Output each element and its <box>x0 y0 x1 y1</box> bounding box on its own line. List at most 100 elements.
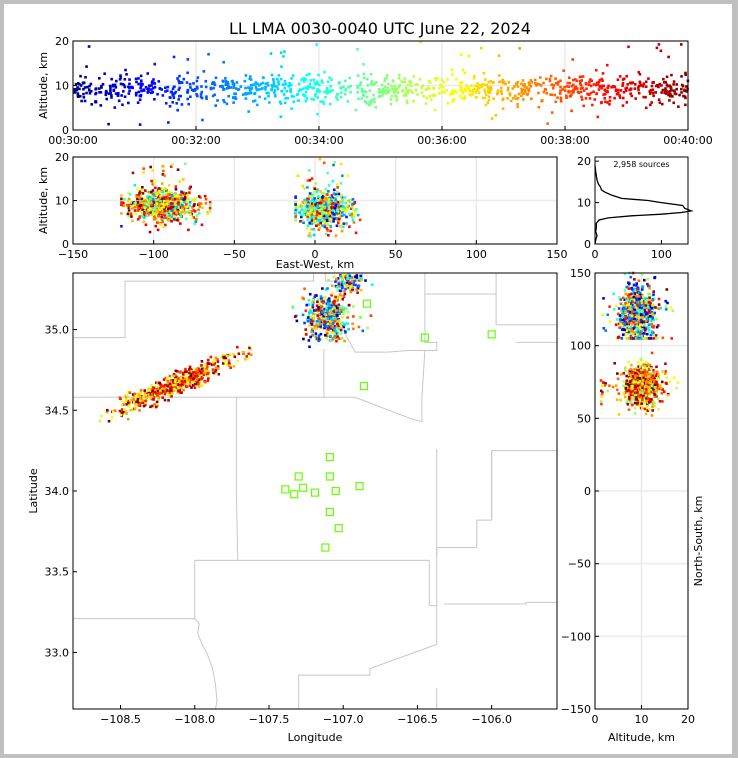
time-height-source <box>185 81 189 84</box>
time-height-source <box>508 93 512 97</box>
ew-height-source <box>186 197 190 200</box>
time-height-source <box>537 105 541 109</box>
time-height-source <box>94 100 98 104</box>
time-height-source <box>540 99 543 103</box>
ns-height-source <box>653 275 657 279</box>
time-height-source <box>273 93 277 97</box>
ns-height-source <box>638 383 642 386</box>
ns-height-source <box>640 402 643 405</box>
ns-height-source <box>635 299 639 303</box>
time-height-source <box>108 84 112 88</box>
ew-height-source <box>340 194 343 197</box>
plan-view-source <box>328 308 332 311</box>
ns-height-source <box>619 321 622 325</box>
time-height-source <box>425 96 428 100</box>
ns-height-source <box>645 393 648 397</box>
ew-height-source <box>318 207 322 210</box>
ew-height-source <box>197 212 201 215</box>
plan-view-source <box>318 317 321 321</box>
time-height-source <box>314 82 317 86</box>
plan-view-source <box>170 395 173 398</box>
time-height-source <box>292 95 295 98</box>
ns-height-source <box>640 273 644 277</box>
time-height-source <box>672 89 676 93</box>
time-height-source <box>637 88 640 92</box>
ew-height-source <box>142 171 145 174</box>
time-height-source <box>384 89 388 92</box>
ns-height-source <box>644 390 648 394</box>
plan-view-source <box>339 274 342 277</box>
plan-view-source <box>351 322 354 326</box>
ew-height-source <box>331 202 335 206</box>
plan-view-source <box>144 399 148 402</box>
ew-height-source <box>127 197 131 201</box>
plan-view-source <box>324 313 327 316</box>
ns-height-source <box>638 297 641 301</box>
ew-height-source <box>185 200 188 203</box>
ew-height-source <box>329 213 332 216</box>
ns-height-source <box>668 380 672 383</box>
time-height-source <box>603 92 607 96</box>
time-height-source <box>249 84 253 87</box>
ew-height-source <box>140 213 144 217</box>
plan-view-source <box>135 400 138 404</box>
time-height-source <box>85 91 88 95</box>
time-height-source <box>387 82 390 86</box>
plan-view-source <box>176 383 180 386</box>
plan-view-source <box>324 321 328 325</box>
ew-height-source <box>325 213 328 216</box>
plan-view-source <box>337 337 341 340</box>
time-height-source <box>414 83 417 87</box>
plan-view-source <box>193 386 197 390</box>
ew-height-source <box>153 182 156 185</box>
ew-height-source <box>179 215 183 218</box>
time-height-source <box>213 83 217 87</box>
ew-height-source <box>314 203 317 206</box>
source-count-annotation: 2,958 sources <box>613 160 669 169</box>
plan-view-source <box>325 337 328 340</box>
time-height-source <box>386 86 389 90</box>
time-height-source <box>82 92 85 96</box>
ew-height-source <box>143 216 146 219</box>
time-height-source <box>608 95 612 99</box>
plan-view-source <box>216 360 220 364</box>
figure-canvas: LL LMA 0030-0040 UTC June 22, 2024 00:30… <box>4 4 732 754</box>
time-height-source <box>200 90 204 94</box>
ew-height-source <box>150 203 153 207</box>
ns-height-source <box>621 325 624 329</box>
plan-view-source <box>161 396 165 399</box>
time-height-source <box>594 83 598 87</box>
y-tick-label: 0 <box>584 238 591 251</box>
ns-height-source <box>641 398 644 402</box>
ns-height-source <box>666 301 669 305</box>
ew-height-source <box>140 197 144 201</box>
ns-height-source <box>626 297 629 301</box>
ns-height-source <box>652 293 655 296</box>
time-height-source <box>361 87 364 91</box>
ew-height-source <box>132 201 135 205</box>
time-height-source <box>595 92 598 96</box>
ns-height-source <box>642 278 646 282</box>
time-height-source <box>123 78 127 81</box>
ns-height-source <box>630 312 634 315</box>
ns-height-source <box>620 309 623 313</box>
ew-height-source <box>340 214 344 217</box>
county-boundary <box>298 604 438 709</box>
ns-height-source <box>664 299 667 303</box>
time-height-source <box>107 122 110 126</box>
plan-view-source <box>167 394 171 397</box>
ew-height-source <box>136 187 139 190</box>
time-height-source <box>270 88 273 92</box>
ew-height-source <box>303 198 306 202</box>
time-height-source <box>471 90 475 93</box>
ns-height-source <box>629 304 632 308</box>
ew-height-source <box>312 221 315 225</box>
plan-view-source <box>359 274 362 278</box>
county-boundary <box>73 273 314 339</box>
plan-view-source <box>211 368 215 371</box>
y-tick-label: 10 <box>577 197 591 210</box>
time-height-source <box>140 79 143 82</box>
ew-height-source <box>332 220 335 223</box>
ew-height-source <box>332 192 336 195</box>
time-height-source <box>440 85 443 88</box>
